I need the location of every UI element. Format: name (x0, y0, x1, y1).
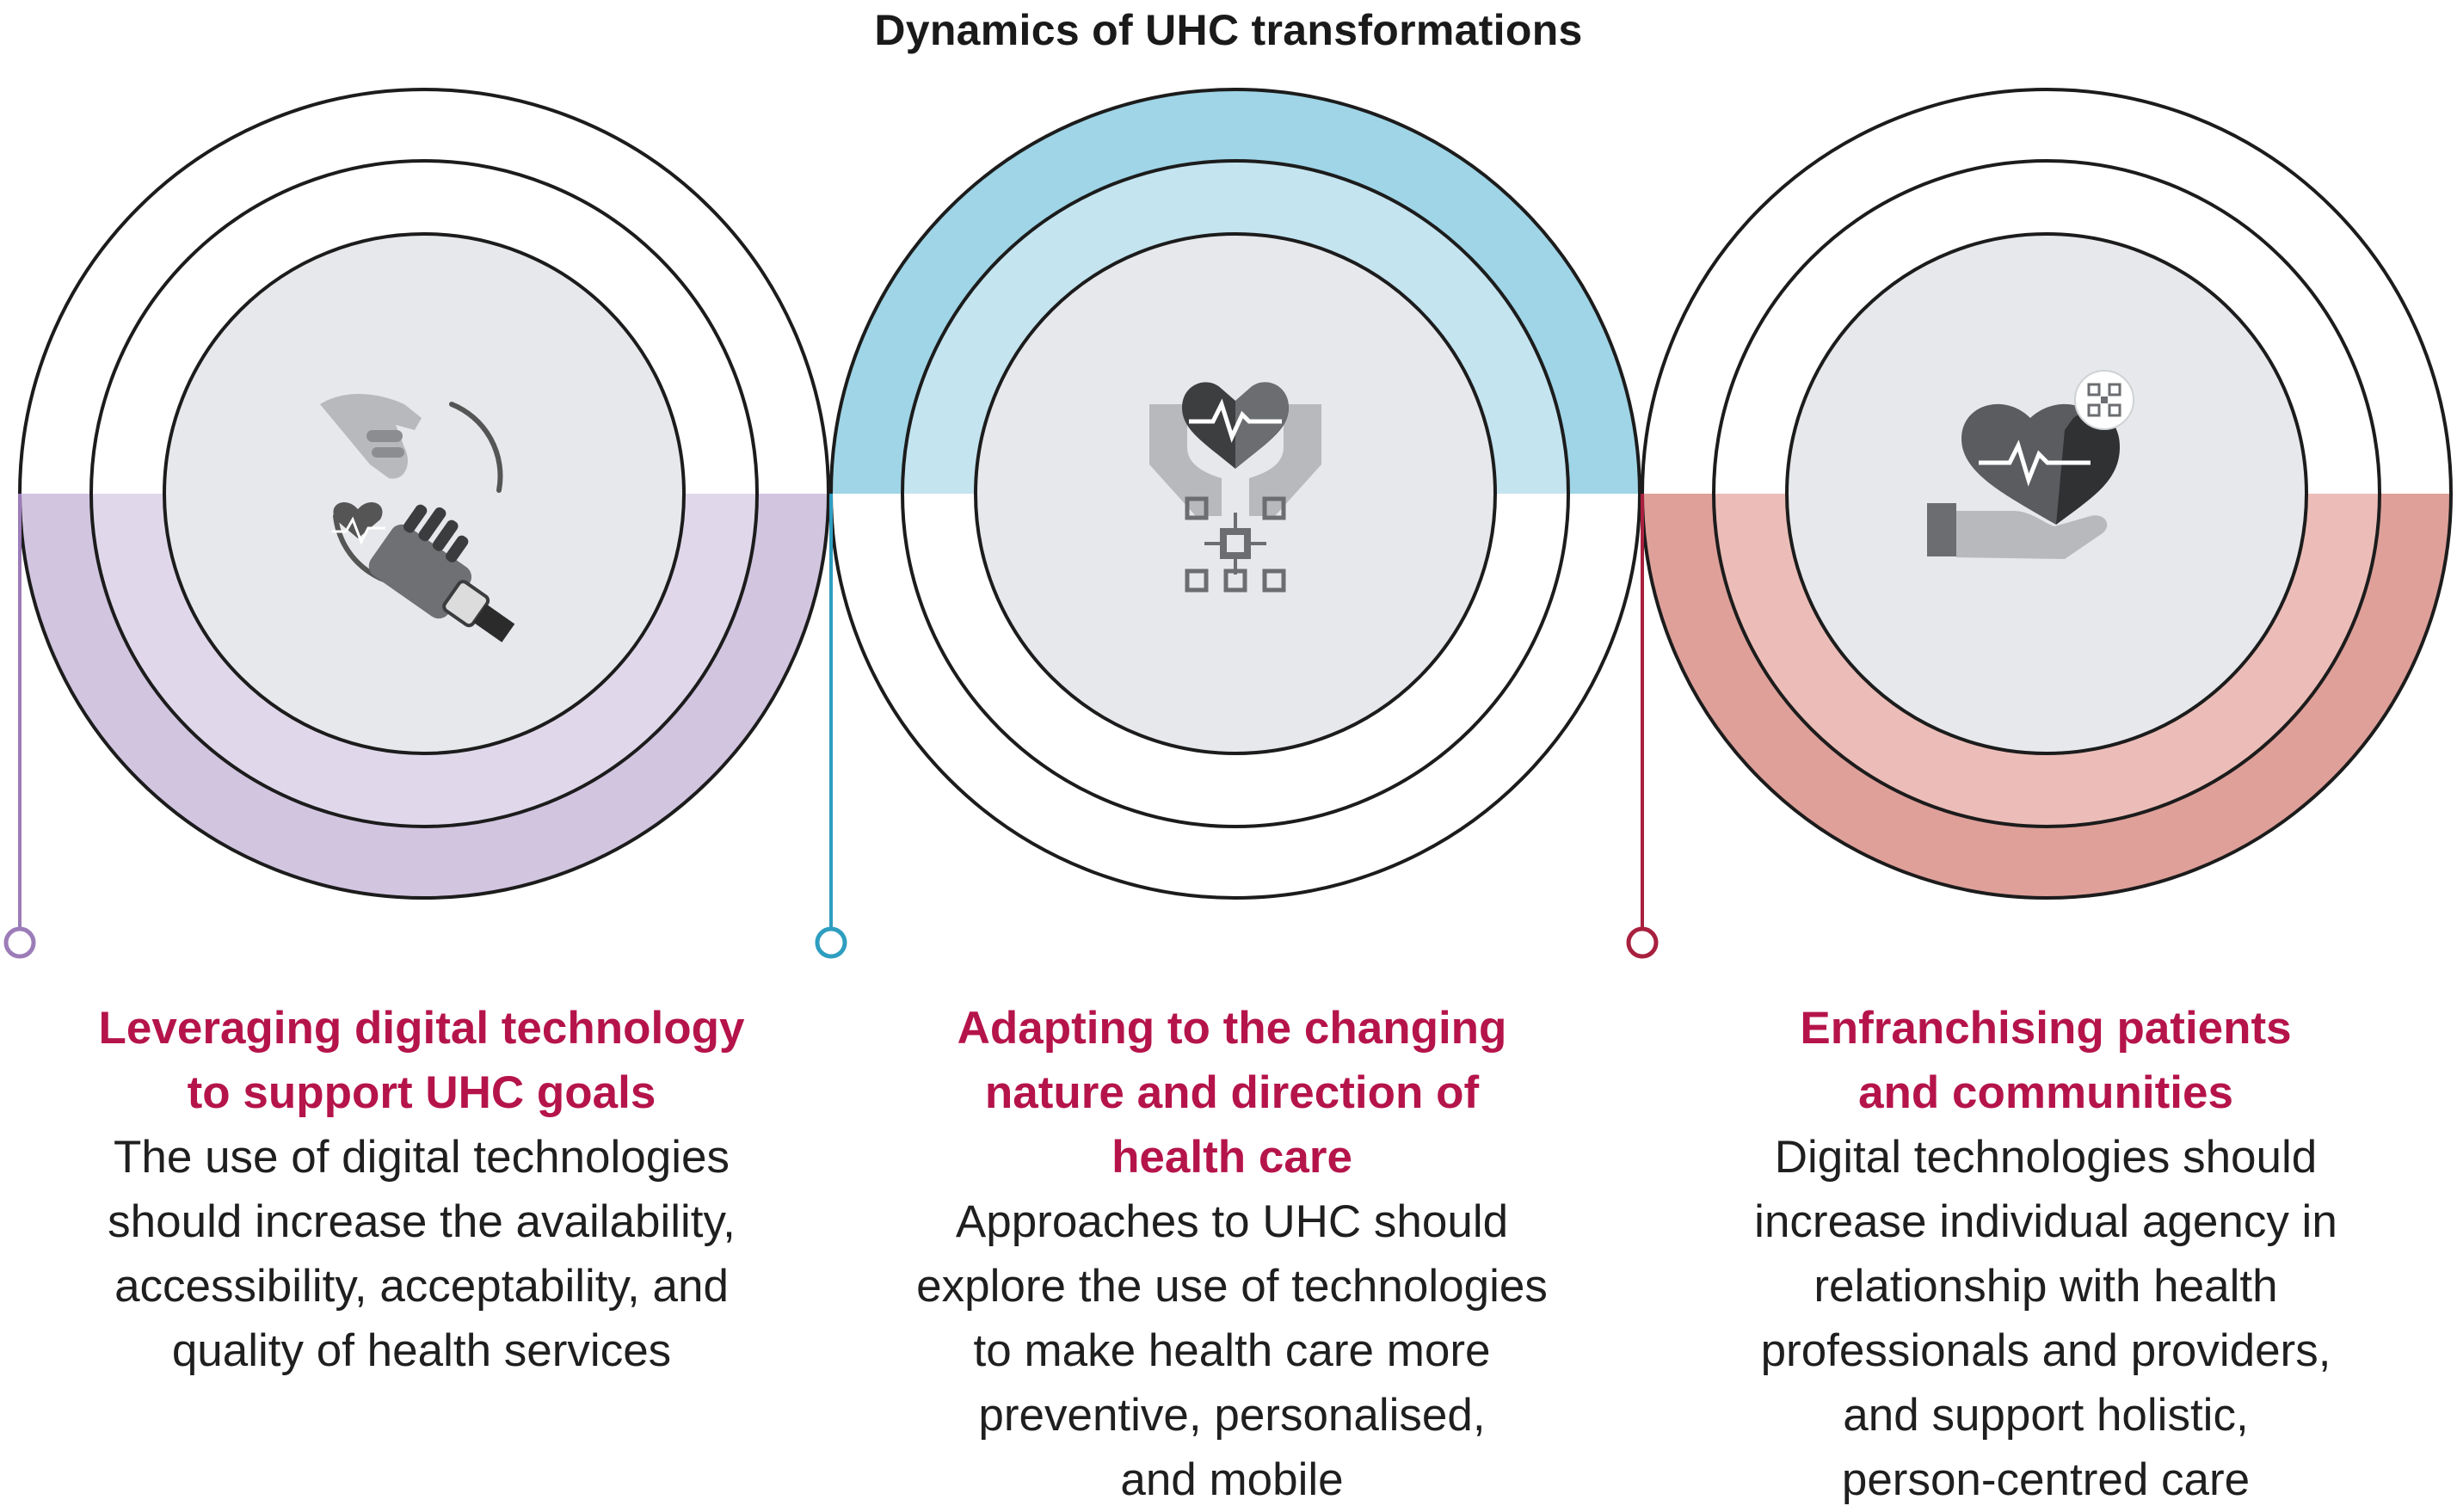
pillar-body-line: relationship with health (1814, 1261, 2278, 1312)
pillar-body-line: Approaches to UHC should (955, 1196, 1509, 1247)
inner-ring (974, 232, 1497, 755)
pillar-body-line: Digital technologies should (1774, 1132, 2318, 1183)
core-disc (976, 234, 1495, 753)
pillar-heading-line: to support UHC goals (187, 1067, 656, 1118)
pillar-body-line: to make health care more (973, 1325, 1491, 1376)
red-node (1626, 926, 1659, 959)
robot-hand-and-human-hand-icon (320, 393, 515, 642)
pillar-body-line: person-centred care (1841, 1454, 2251, 1505)
diagram-title: Dynamics of UHC transformations (874, 6, 1583, 54)
pillar-enfranchising: Enfranchising patients and communities D… (1659, 996, 2433, 1512)
pillar-adapting: Adapting to the changing nature and dire… (845, 996, 1619, 1512)
core-disc (164, 234, 684, 753)
pillar-body-line: should increase the availability, (108, 1196, 736, 1247)
pillar-body-line: and support holistic, (1843, 1390, 2249, 1441)
purple-node (3, 926, 36, 959)
pillar-heading-line: nature and direction of (984, 1067, 1480, 1118)
inner-ring (1785, 232, 2308, 755)
circle-leveraging (3, 88, 830, 959)
hands-heart-circuit-icon (1149, 382, 1321, 593)
pillar-body-line: and mobile (1120, 1454, 1344, 1505)
pillar-heading-line: Enfranchising patients (1800, 1003, 2292, 1054)
pillar-leveraging: Leveraging digital technology to support… (34, 996, 809, 1383)
inner-ring (163, 232, 686, 755)
pillar-body-line: accessibility, acceptability, and (114, 1261, 729, 1312)
circle-enfranchising (1626, 88, 2453, 959)
middle-ring (901, 159, 1570, 828)
pillar-heading-line: and communities (1858, 1067, 2233, 1118)
pillar-body-line: increase individual agency in (1754, 1196, 2337, 1247)
circle-adapting (815, 88, 1641, 959)
middle-ring (1712, 159, 2381, 828)
middle-ring (89, 159, 759, 828)
pillar-body-line: The use of digital technologies (114, 1132, 730, 1183)
pillar-body-line: professionals and providers, (1760, 1325, 2331, 1376)
pillar-heading-line: Adapting to the changing (957, 1003, 1507, 1054)
pillar-body-line: preventive, personalised, (978, 1390, 1486, 1441)
pillar-body-line: explore the use of technologies (916, 1261, 1548, 1312)
blue-node (815, 926, 847, 959)
hand-holding-heart-qr-icon (1927, 370, 2134, 559)
pillar-heading-line: Leveraging digital technology (98, 1003, 745, 1054)
pillar-heading-line: health care (1112, 1132, 1352, 1183)
pillar-body-line: quality of health services (171, 1325, 672, 1376)
